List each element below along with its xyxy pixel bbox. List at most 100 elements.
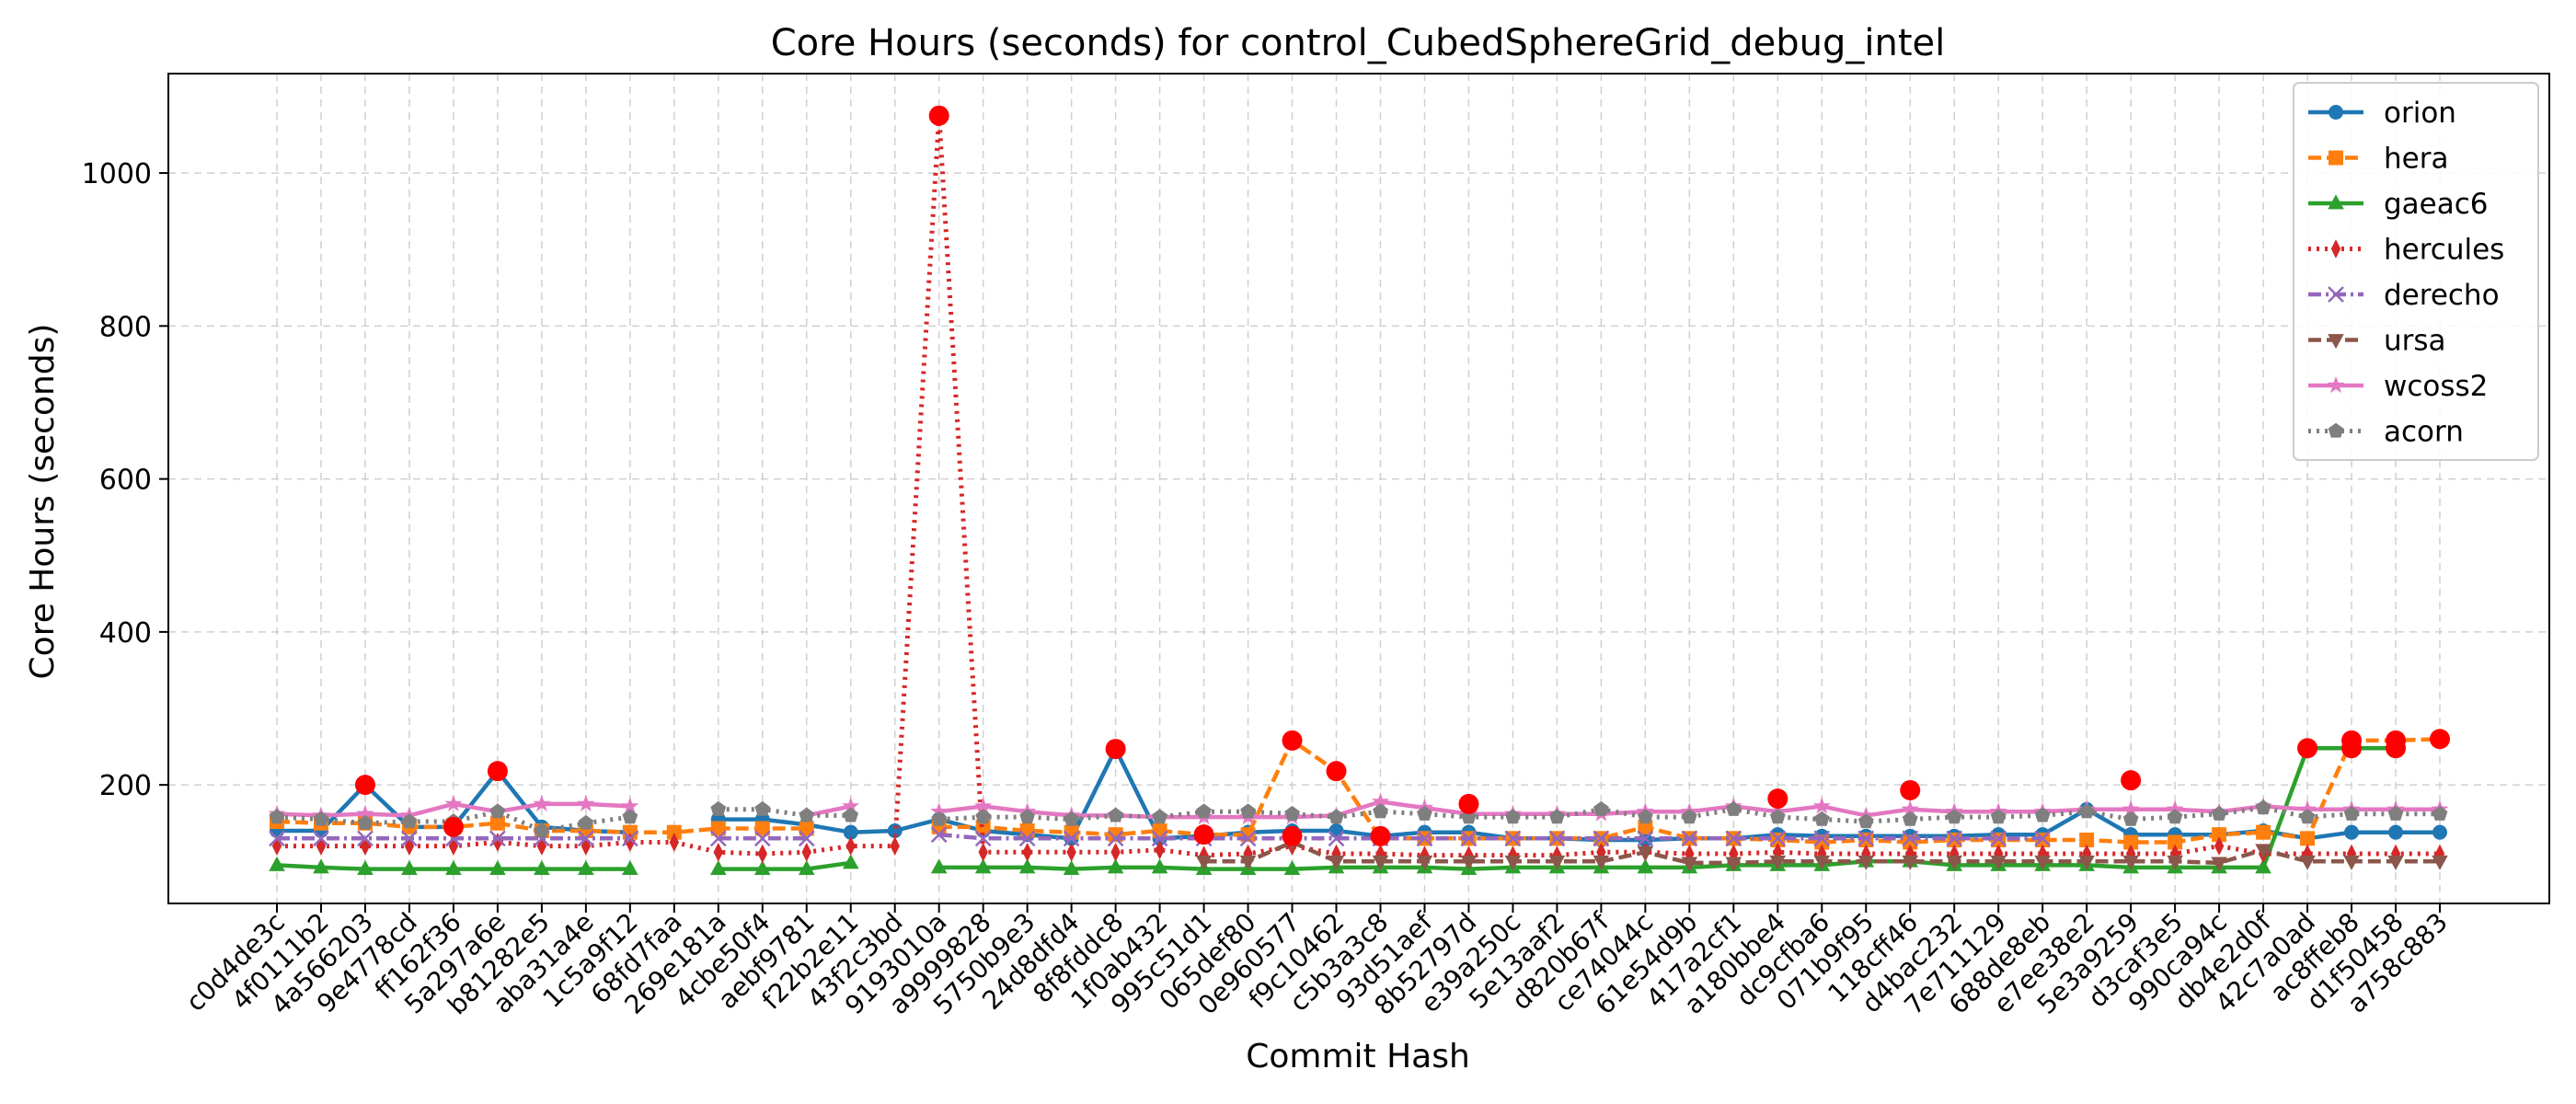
point-hercules	[1994, 844, 2004, 864]
point-acorn	[1373, 803, 1388, 819]
point-gaeac6	[1018, 858, 1036, 874]
highlight-point	[2341, 738, 2363, 759]
point-gaeac6	[1637, 858, 1654, 874]
point-derecho	[1637, 830, 1654, 847]
point-derecho	[1681, 830, 1698, 847]
point-gaeac6	[622, 859, 638, 875]
point-gaeac6	[709, 859, 727, 875]
point-derecho	[1946, 830, 1963, 847]
point-gaeac6	[269, 856, 285, 871]
point-ursa	[2255, 844, 2271, 859]
point-acorn	[1284, 805, 1300, 821]
point-derecho	[930, 826, 948, 844]
point-ursa	[1593, 855, 1610, 870]
legend-label: hercules	[2384, 234, 2504, 267]
legend-marker	[2330, 239, 2341, 259]
legend-label: gaeac6	[2384, 188, 2489, 221]
point-wcoss2	[2166, 799, 2184, 817]
point-acorn	[1769, 809, 1786, 824]
point-ursa	[1946, 855, 1963, 870]
point-derecho	[1416, 830, 1433, 847]
point-ursa	[2078, 855, 2095, 870]
legend-item-wcoss2: wcoss2	[2308, 370, 2488, 403]
highlight-point	[354, 775, 375, 796]
point-ursa	[2211, 857, 2227, 872]
point-gaeac6	[1107, 858, 1124, 874]
point-hercules	[1110, 842, 1121, 862]
point-hera	[2300, 831, 2316, 846]
series-line-acorn	[938, 805, 2440, 824]
y-tick-label: 400	[99, 617, 152, 650]
point-derecho	[1813, 830, 1831, 847]
highlight-point	[1458, 793, 1479, 814]
point-wcoss2	[1372, 792, 1389, 810]
point-orion	[2432, 824, 2447, 840]
x-axis: c0d4de3c4f0111b24a5662039e4778cdff162f36…	[180, 903, 2454, 1021]
point-acorn	[1638, 809, 1653, 824]
point-derecho	[401, 830, 418, 847]
point-ursa	[1681, 857, 1698, 872]
series-line-acorn	[718, 807, 851, 818]
point-gaeac6	[313, 858, 329, 874]
y-axis-label: Core Hours (seconds)	[24, 324, 62, 680]
point-ursa	[2034, 855, 2051, 870]
point-derecho	[1460, 830, 1478, 847]
legend-marker	[2329, 150, 2343, 166]
point-acorn	[1682, 809, 1697, 824]
point-derecho	[1857, 830, 1875, 847]
point-hera	[666, 824, 682, 840]
highlight-point	[487, 761, 508, 782]
point-acorn	[1064, 811, 1079, 826]
highlight-point	[2297, 738, 2318, 759]
point-acorn	[1328, 809, 1344, 824]
point-acorn	[1990, 809, 2007, 824]
point-wcoss2	[1812, 797, 1831, 814]
point-wcoss2	[930, 802, 949, 820]
point-derecho	[1239, 830, 1257, 847]
point-orion	[1328, 823, 1344, 839]
point-orion	[843, 824, 858, 840]
point-acorn	[1240, 803, 1256, 819]
point-acorn	[622, 809, 638, 824]
point-derecho	[1769, 830, 1787, 847]
point-acorn	[2167, 809, 2183, 824]
point-hercules	[713, 842, 723, 862]
point-orion	[887, 823, 903, 839]
point-acorn	[931, 811, 948, 826]
legend-item-orion: orion	[2308, 97, 2456, 130]
legend-marker	[2328, 286, 2344, 303]
point-acorn	[489, 803, 506, 819]
point-derecho	[1151, 830, 1168, 847]
legend-marker	[2328, 194, 2344, 210]
point-ursa	[1637, 845, 1654, 861]
point-ursa	[1504, 855, 1522, 870]
point-gaeac6	[1151, 858, 1168, 874]
x-axis-label: Commit Hash	[1246, 1038, 1470, 1075]
point-gaeac6	[930, 858, 948, 874]
point-orion	[2344, 824, 2360, 840]
point-hercules	[1155, 840, 1165, 860]
point-hercules	[978, 842, 988, 862]
plot-area	[167, 73, 2550, 904]
point-derecho	[1107, 830, 1124, 847]
point-wcoss2	[621, 797, 639, 814]
point-acorn	[534, 822, 550, 838]
point-ursa	[1857, 855, 1875, 870]
highlight-point	[1282, 825, 1303, 846]
legend-label: derecho	[2384, 279, 2500, 312]
series-line-derecho	[938, 832, 2043, 841]
point-hercules	[890, 836, 900, 857]
point-hera	[1152, 823, 1167, 839]
point-hercules	[757, 844, 767, 864]
legend-item-acorn: acorn	[2308, 416, 2464, 449]
legend-item-gaeac6: gaeac6	[2308, 188, 2489, 221]
y-tick-label: 200	[99, 770, 152, 802]
point-hercules	[801, 842, 811, 862]
point-hercules	[1022, 842, 1032, 862]
point-hera	[2079, 832, 2095, 847]
point-gaeac6	[842, 854, 859, 869]
point-acorn	[2432, 805, 2448, 821]
point-acorn	[1108, 807, 1123, 822]
point-hercules	[669, 833, 680, 852]
point-ursa	[1990, 855, 2007, 870]
